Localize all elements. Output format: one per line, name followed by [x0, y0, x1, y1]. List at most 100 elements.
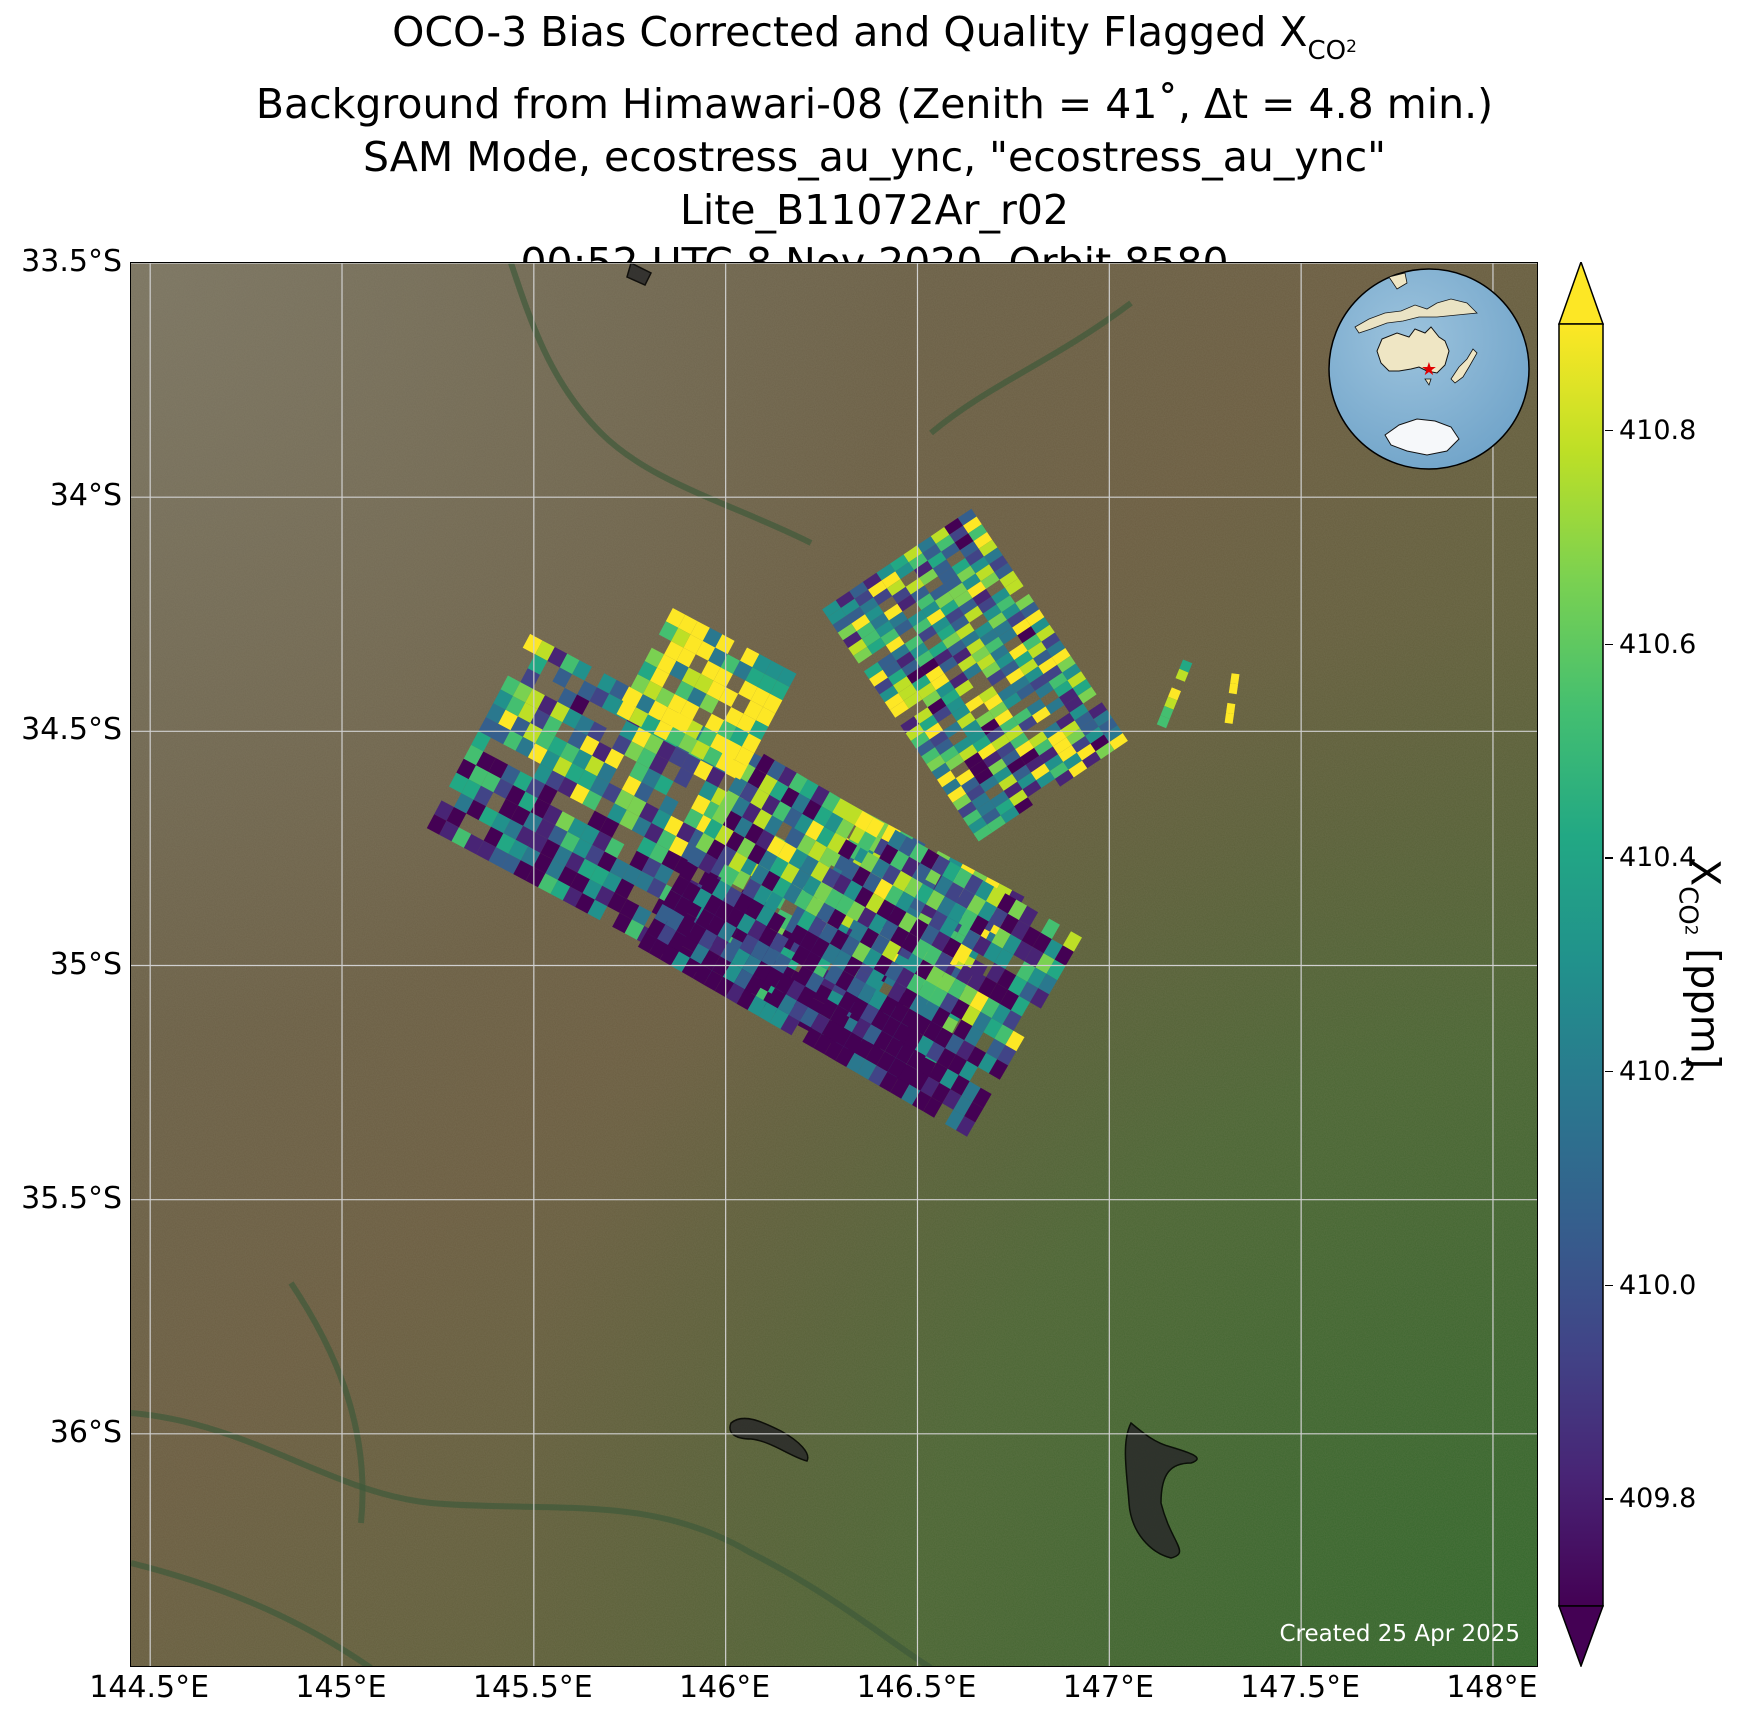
- xco2-footprint: [981, 807, 1001, 825]
- xco2-footprint: [681, 667, 702, 688]
- xco2-footprint: [861, 629, 881, 647]
- xco2-footprint: [1008, 643, 1028, 660]
- xco2-footprint: [636, 836, 657, 858]
- xco2-footprint: [555, 811, 575, 832]
- xco2-footprint: [935, 681, 955, 698]
- xco2-footprint: [665, 727, 686, 747]
- xco2-footprint: [972, 1011, 992, 1033]
- xco2-footprint: [843, 804, 863, 826]
- xco2-footprint: [733, 817, 753, 838]
- xco2-footprint: [972, 935, 992, 957]
- xco2-footprint: [1052, 737, 1072, 755]
- xco2-footprint: [988, 758, 1007, 776]
- xco2-footprint: [867, 637, 886, 655]
- xco2-footprint: [463, 834, 484, 855]
- xco2-footprint: [1020, 601, 1040, 619]
- xco2-footprint: [979, 629, 999, 646]
- xco2-footprint: [587, 899, 608, 921]
- xco2-footprint: [931, 1082, 951, 1104]
- xco2-footprint: [722, 740, 742, 760]
- xco2-footprint: [646, 877, 667, 899]
- xco2-footprint: [637, 661, 657, 681]
- xco2-footprint: [550, 701, 570, 723]
- colorbar-extend-min: [1557, 1605, 1605, 1667]
- xco2-footprint: [724, 707, 744, 727]
- xco2-footprint: [1026, 698, 1046, 716]
- xco2-footprint: [673, 896, 693, 917]
- xco2-footprint: [942, 778, 961, 796]
- xco2-footprint: [931, 931, 951, 952]
- xco2-footprint: [965, 548, 984, 566]
- xco2-footprint: [481, 771, 501, 793]
- xco2-footprint: [898, 1063, 918, 1085]
- xco2-footprint: [703, 894, 723, 916]
- xco2-footprint: [488, 847, 509, 868]
- xco2-footprint: [818, 847, 838, 868]
- xco2-footprint: [835, 894, 855, 916]
- xco2-footprint: [956, 1040, 976, 1061]
- xco2-footprint: [703, 818, 723, 840]
- xco2-footprint: [890, 1002, 910, 1023]
- xco2-footprint: [892, 1022, 913, 1044]
- xco2-footprint: [478, 717, 499, 738]
- xco2-footprint: [994, 562, 1014, 580]
- xco2-footprint: [791, 793, 811, 814]
- lat-label-4: 35.5°S: [21, 1180, 122, 1216]
- xco2-footprint: [813, 806, 833, 827]
- xco2-footprint: [933, 648, 953, 666]
- xco2-footprint: [935, 534, 955, 552]
- xco2-footprint: [988, 612, 1007, 629]
- xco2-footprint: [656, 829, 677, 851]
- xco2-footprint: [934, 951, 954, 973]
- xco2-footprint: [909, 842, 929, 864]
- xco2-footprint: [728, 775, 748, 797]
- xco2-footprint: [997, 893, 1017, 914]
- xco2-footprint: [757, 673, 777, 694]
- xco2-footprint: [995, 652, 1015, 670]
- asia-islands-shape: [1354, 298, 1478, 334]
- xco2-footprint: [687, 687, 707, 708]
- xco2-footprint: [929, 584, 949, 601]
- xco2-footprint: [690, 740, 711, 760]
- xco2-footprint: [565, 852, 585, 873]
- xco2-footprint: [986, 1038, 1006, 1060]
- xco2-footprint: [607, 803, 627, 824]
- xco2-footprint: [448, 772, 469, 794]
- xco2-footprint: [717, 921, 737, 942]
- xco2-footprint: [881, 571, 901, 589]
- xco2-footprint: [662, 889, 682, 911]
- xco2-footprint: [1014, 797, 1033, 815]
- xco2-footprint: [929, 730, 949, 748]
- xco2-footprint: [594, 885, 615, 907]
- xco2-footprint: [835, 1046, 855, 1067]
- xco2-footprint: [714, 900, 734, 922]
- xco2-footprint: [655, 687, 675, 708]
- xco2-footprint: [917, 536, 936, 554]
- xco2-footprint: [750, 940, 770, 961]
- xco2-footprint: [646, 918, 666, 939]
- xco2-footprint: [530, 709, 550, 730]
- xco2-footprint: [653, 774, 674, 796]
- xco2-footprint: [523, 812, 543, 833]
- xco2-footprint: [875, 620, 895, 638]
- xco2-footprint: [611, 734, 632, 756]
- xco2-footprint: [1048, 672, 1068, 690]
- xco2-footprint: [517, 702, 538, 723]
- xco2-footprint: [837, 839, 858, 860]
- xco2-footprint: [612, 912, 632, 934]
- xco2-footprint: [942, 937, 962, 958]
- xco2-footprint: [840, 859, 860, 881]
- xco2-footprint: [982, 750, 1002, 768]
- xco2-footprint: [1010, 732, 1029, 750]
- xco2-footprint: [835, 818, 855, 840]
- xco2-footprint: [846, 976, 866, 998]
- xco2-footprint: [755, 905, 775, 927]
- river-2: [508, 263, 813, 546]
- xco2-footprint: [973, 824, 993, 842]
- xco2-footprint: [921, 747, 941, 765]
- xco2-footprint: [840, 598, 860, 616]
- xco2-footprint: [1024, 666, 1044, 684]
- xco2-footprint: [706, 915, 726, 936]
- xco2-footprint: [659, 945, 679, 966]
- xco2-footprint: [890, 554, 909, 572]
